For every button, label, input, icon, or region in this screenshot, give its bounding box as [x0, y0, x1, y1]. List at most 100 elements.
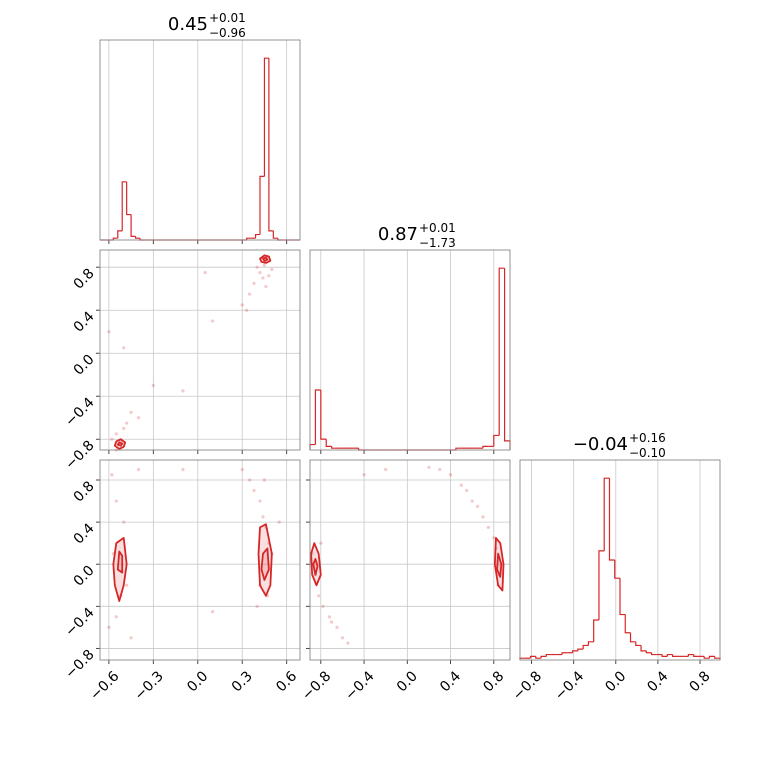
y-tick-label: 0.8	[71, 266, 98, 293]
y-tick-label: −0.8	[62, 647, 97, 682]
sample-point	[470, 499, 474, 503]
sample-point	[181, 467, 185, 472]
title-value: 0.87	[378, 224, 418, 245]
sample-point	[264, 284, 268, 289]
histogram-bin	[582, 644, 589, 650]
histogram-bin	[325, 439, 332, 447]
sample-point	[486, 525, 490, 529]
histogram-bin	[263, 57, 269, 177]
x-tick-label: 0.4	[644, 668, 671, 695]
sample-point	[203, 270, 207, 275]
sample-point	[277, 520, 281, 524]
sample-point	[248, 478, 252, 482]
density-contour	[260, 547, 270, 581]
histogram-bin	[645, 650, 652, 654]
sample-point	[319, 541, 323, 545]
sample-point	[107, 330, 111, 334]
x-tick-label: −0.8	[299, 668, 334, 703]
x-tick-label: −0.3	[132, 668, 167, 703]
sample-point	[252, 281, 256, 285]
x-tick-label: −0.4	[552, 668, 587, 703]
sample-point	[258, 499, 262, 503]
sample-point	[248, 292, 252, 296]
sample-point	[136, 467, 141, 472]
histogram-bin	[640, 645, 647, 652]
density-contour	[496, 552, 503, 578]
sample-point	[258, 270, 262, 275]
density-contour	[493, 536, 505, 592]
histogram-bin	[246, 237, 252, 240]
sample-point	[327, 615, 332, 619]
panel-frame	[309, 249, 511, 451]
histogram-bin	[561, 652, 568, 655]
sample-point	[262, 478, 267, 482]
panel-frame	[99, 459, 301, 661]
histogram-bin	[320, 390, 327, 440]
x-tick-label: 0.0	[602, 668, 629, 695]
sample-point	[261, 515, 265, 519]
y-tick-label: 0.4	[71, 520, 98, 547]
panel-frame	[519, 459, 721, 661]
sample-point	[125, 583, 129, 587]
sample-point	[262, 263, 267, 267]
x-tick-label: −0.4	[342, 668, 377, 703]
histogram-bin	[455, 447, 462, 450]
sample-point	[335, 625, 339, 629]
sample-point	[321, 604, 325, 608]
sample-point	[438, 467, 442, 472]
sample-point	[330, 620, 334, 624]
sample-point	[125, 421, 129, 425]
sample-point	[255, 265, 259, 269]
density-contour	[116, 441, 124, 447]
sample-point	[255, 604, 259, 608]
histogram-bin	[661, 654, 668, 657]
y-tick-label: 0.0	[71, 352, 98, 379]
sample-point	[270, 267, 274, 271]
sample-point	[129, 636, 133, 640]
histogram-bin	[130, 214, 136, 237]
sample-point	[151, 383, 155, 388]
sample-point	[114, 615, 118, 619]
title-value: 0.45	[168, 14, 208, 35]
histogram-bin	[650, 652, 657, 656]
histogram-bin	[309, 443, 316, 450]
x-tick-label: −0.8	[510, 668, 545, 703]
x-tick-label: 0.3	[229, 668, 256, 695]
sample-point	[252, 488, 256, 493]
density-contour	[262, 256, 269, 262]
histogram-bin	[624, 614, 631, 634]
histogram-bin	[482, 445, 489, 449]
sample-point	[427, 465, 431, 469]
sample-point	[492, 536, 496, 540]
sample-point	[475, 504, 480, 508]
histogram-bin	[614, 560, 620, 579]
panel-frame	[99, 249, 301, 451]
x-tick-label: 0.0	[184, 668, 211, 695]
title-lower: −1.73	[419, 236, 456, 250]
sample-point	[107, 625, 111, 629]
density-contour	[257, 523, 273, 597]
sample-point	[481, 515, 485, 519]
sample-point	[261, 276, 265, 280]
histogram-bin	[498, 267, 505, 436]
sample-point	[210, 609, 215, 614]
y-tick-label: −0.8	[62, 438, 97, 473]
title-upper: +0.16	[629, 431, 666, 445]
sample-point	[181, 389, 185, 393]
sample-point	[110, 437, 114, 441]
sample-point	[448, 473, 453, 477]
histogram-bin	[503, 268, 511, 450]
histogram-bin	[708, 655, 715, 659]
sample-point	[122, 426, 126, 431]
sample-point	[136, 416, 141, 420]
sample-point	[122, 520, 126, 524]
histogram-bin	[672, 654, 678, 657]
histogram-bin	[540, 655, 547, 659]
histogram-bin	[529, 655, 536, 659]
density-contour	[259, 254, 272, 264]
x-tick-label: 0.4	[437, 668, 464, 695]
histogram-bin	[121, 181, 127, 231]
histogram-bin	[587, 641, 594, 646]
histogram-bin	[629, 632, 636, 643]
